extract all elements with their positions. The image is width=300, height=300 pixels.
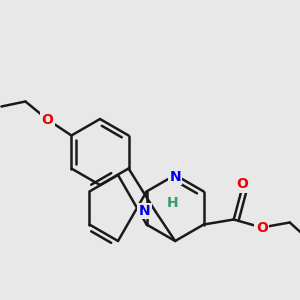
Text: N: N xyxy=(169,170,181,184)
Text: N: N xyxy=(139,204,150,218)
Text: O: O xyxy=(236,178,248,191)
Text: H: H xyxy=(167,196,179,210)
Text: O: O xyxy=(41,112,53,127)
Text: O: O xyxy=(256,220,268,235)
